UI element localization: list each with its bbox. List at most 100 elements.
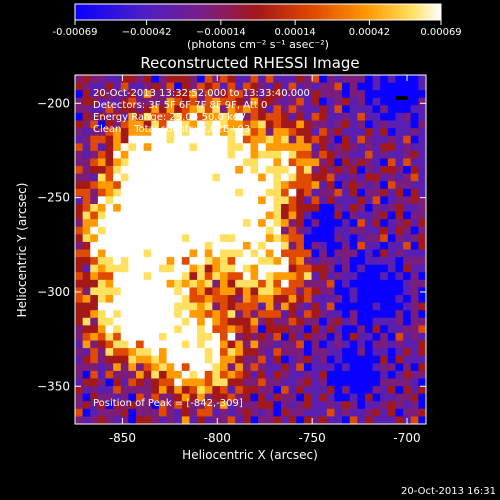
heatmap-cell [334, 75, 343, 84]
heatmap-cell [372, 332, 381, 342]
heatmap-cell [380, 287, 389, 296]
heatmap-cell [296, 135, 305, 144]
heatmap-cell [250, 75, 259, 84]
heatmap-cell [189, 257, 198, 266]
heatmap-cell [342, 234, 351, 243]
heatmap-cell [372, 257, 381, 266]
heatmap-cell [357, 143, 366, 152]
heatmap-cell [364, 264, 374, 273]
heatmap-cell [227, 97, 236, 106]
heatmap-cell [265, 226, 274, 235]
heatmap-cell [235, 203, 244, 213]
heatmap-cell [204, 173, 213, 182]
heatmap-cell [219, 203, 229, 213]
heatmap-cell [128, 249, 137, 258]
heatmap-cell [75, 416, 84, 424]
heatmap-cell [181, 370, 191, 380]
heatmap-cell [158, 143, 168, 152]
heatmap-cell [143, 181, 152, 190]
heatmap-cell [128, 340, 137, 349]
heatmap-cell [349, 158, 358, 167]
heatmap-cell [75, 112, 84, 122]
heatmap-cell [212, 386, 221, 395]
heatmap-cell [181, 386, 191, 395]
heatmap-cell [372, 135, 381, 144]
heatmap-cell [296, 150, 305, 160]
heatmap-cell [403, 82, 412, 91]
heatmap-cell [395, 143, 404, 152]
heatmap-cell [212, 257, 221, 266]
heatmap-cell [158, 158, 168, 167]
heatmap-cell [151, 348, 160, 357]
heatmap-cell [128, 128, 137, 137]
heatmap-cell [311, 203, 320, 213]
heatmap-cell [319, 332, 328, 342]
heatmap-cell [311, 181, 320, 190]
heatmap-cell [349, 90, 358, 99]
heatmap-cell [372, 325, 381, 334]
heatmap-cell [113, 340, 122, 349]
heatmap-cell [105, 408, 114, 418]
heatmap-cell [90, 363, 99, 372]
heatmap-cell [158, 325, 168, 334]
heatmap-cell [113, 249, 122, 258]
heatmap-cell [204, 355, 213, 364]
heatmap-cell [296, 317, 305, 326]
heatmap-cell [242, 257, 252, 266]
heatmap-cell [75, 378, 84, 387]
heatmap-cell [197, 196, 206, 205]
heatmap-cell [303, 408, 313, 418]
heatmap-cell [250, 386, 259, 395]
heatmap-cell [204, 196, 213, 205]
heatmap-cell [242, 348, 252, 357]
heatmap-cell [204, 295, 213, 304]
heatmap-cell [258, 317, 267, 326]
heatmap-cell [364, 325, 374, 334]
heatmap-cell [97, 264, 107, 273]
heatmap-cell [296, 295, 305, 304]
heatmap-cell [372, 219, 381, 228]
heatmap-cell [364, 386, 374, 395]
heatmap-cell [113, 355, 122, 364]
heatmap-cell [212, 188, 221, 197]
heatmap-cell [105, 386, 114, 395]
heatmap-cell [395, 219, 404, 228]
heatmap-cell [204, 128, 213, 137]
heatmap-cell [227, 75, 236, 84]
heatmap-cell [181, 105, 191, 114]
heatmap-cell [258, 272, 267, 281]
heatmap-cell [387, 90, 397, 99]
heatmap-cell [334, 310, 343, 319]
heatmap-cell [342, 211, 351, 220]
heatmap-cell [410, 166, 419, 175]
heatmap-cell [166, 120, 175, 129]
heatmap-cell [197, 408, 206, 418]
heatmap-cell [403, 128, 412, 137]
heatmap-cell [151, 75, 160, 84]
heatmap-cell [90, 75, 99, 84]
heatmap-cell [235, 166, 244, 175]
heatmap-cell [410, 295, 419, 304]
heatmap-cell [357, 188, 366, 197]
heatmap-cell [258, 264, 267, 273]
heatmap-cell [342, 408, 351, 418]
heatmap-cell [136, 279, 145, 289]
heatmap-cell [120, 226, 130, 235]
heatmap-cell [197, 370, 206, 380]
timestamp: 20-Oct-2013 16:31 [401, 486, 496, 497]
heatmap-cell [174, 150, 183, 160]
heatmap-cell [372, 416, 381, 424]
heatmap-cell [273, 211, 282, 220]
heatmap-cell [212, 264, 221, 273]
heatmap-cell [410, 378, 419, 387]
heatmap-cell [181, 234, 191, 243]
heatmap-cell [197, 97, 206, 106]
heatmap-cell [151, 340, 160, 349]
heatmap-cell [319, 188, 328, 197]
heatmap-cell [418, 173, 426, 182]
heatmap-cell [212, 355, 221, 364]
heatmap-cell [128, 393, 137, 402]
heatmap-cell [166, 370, 175, 380]
heatmap-cell [227, 408, 236, 418]
heatmap-cell [75, 264, 84, 273]
